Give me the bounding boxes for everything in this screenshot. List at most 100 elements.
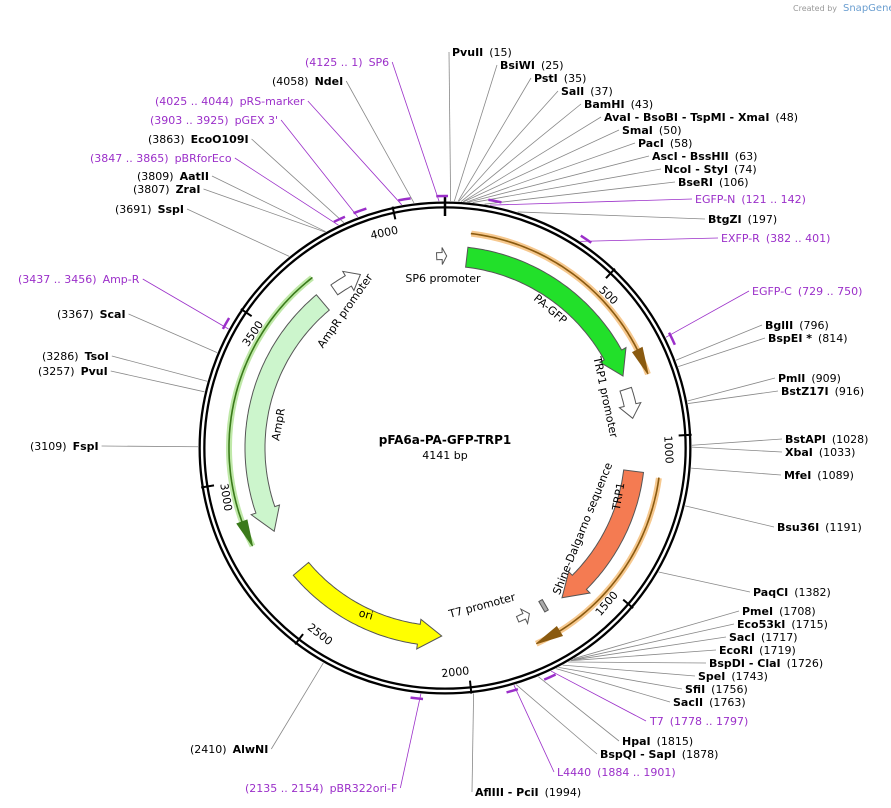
enzyme-site: (1994) [545,786,582,799]
primer-name: Amp-R [103,273,140,286]
enzyme-name: PvuI [81,365,108,378]
enzyme-leader [203,188,326,233]
enzyme-name: SmaI [622,124,653,137]
enzyme-leader [675,324,763,361]
enzyme-site: (1717) [761,631,798,644]
enzyme-label: BtgZI (197) [708,213,777,226]
enzyme-label: BstZ17I (916) [781,385,864,398]
watermark-brand: SnapGene [843,3,891,14]
enzyme-label: BsiWI (25) [500,59,564,72]
enzyme-site: (37) [590,85,613,98]
primer-label: L4440 (1884 .. 1901) [557,766,676,779]
enzyme-leader [685,505,775,528]
enzyme-site: (1715) [791,618,828,631]
primer-label: (4125 .. 1) SP6 [305,56,389,69]
enzyme-leader [466,142,636,203]
enzyme-site: (909) [811,372,841,385]
enzyme-name: AflIII - PciI [475,786,539,799]
enzyme-label: AscI - BssHII (63) [652,150,757,163]
enzyme-site: (1763) [709,696,746,709]
primer-label: T7 (1778 .. 1797) [649,715,748,728]
primer-name: L4440 [557,766,591,779]
feature-arrow [330,270,362,296]
enzyme-site: (1033) [819,446,856,459]
enzyme-leader [562,664,696,677]
enzyme-leader [448,51,452,202]
feature-arrow [292,561,443,650]
enzyme-label: BglII (796) [765,319,829,332]
enzyme-site: (814) [818,332,848,345]
feature-label: ori [357,606,374,622]
enzyme-name: PacI [638,137,664,150]
enzyme-label: SfiI (1756) [685,683,748,696]
ring-tick-label: 1500 [593,589,621,619]
primer-label: EGFP-C (729 .. 750) [752,285,862,298]
primer-leader [142,278,229,330]
feature-label: AmpR [269,407,288,442]
feature-outline [228,276,313,547]
enzyme-label: BspDI - ClaI (1726) [709,657,823,670]
primer-site [410,696,424,701]
enzyme-name: AatII [180,170,209,183]
primer-range: (729 .. 750) [798,285,863,298]
enzyme-label: PacI (58) [638,137,692,150]
primer-name: pBRforEco [175,152,232,165]
enzyme-site: (3286) [42,350,79,363]
enzyme-label: BstAPI (1028) [785,433,868,446]
ring-tick-label: 1000 [661,435,675,464]
enzyme-name: BstZ17I [781,385,829,398]
enzyme-leader [570,649,717,662]
enzyme-leader [691,467,782,476]
primer-label: (3437 .. 3456) Amp-R [18,273,140,286]
enzyme-site: (43) [631,98,654,111]
primer-site [488,198,502,204]
enzyme-label: Eco53kI (1715) [737,618,828,631]
ring-tick-label: 4000 [369,224,399,243]
primer-leader [391,61,440,202]
primer-leader [399,693,422,789]
enzyme-name: SacII [673,696,703,709]
enzyme-label: BspQI - SapI (1878) [600,748,718,761]
primer-range: (2135 .. 2154) [245,782,324,795]
enzyme-name: SacI [729,631,755,644]
plasmid-length: 4141 bp [422,449,467,462]
enzyme-name: AscI - BssHII [652,150,729,163]
enzyme-name: PmeI [742,605,773,618]
primer-label: EXFP-R (382 .. 401) [721,232,830,245]
enzyme-site: (197) [748,213,778,226]
enzyme-label: PmlI (909) [778,372,841,385]
ring-tick [294,633,304,645]
enzyme-name: Eco53kI [737,618,785,631]
primer-leader [550,670,647,722]
enzyme-label: BseRI (106) [678,176,749,189]
enzyme-site: (1719) [759,644,796,657]
primer-name: EGFP-C [752,285,792,298]
enzyme-label: (3286) TsoI [42,350,109,363]
enzyme-name: PvuII [452,46,483,59]
enzyme-leader [128,313,218,354]
primer-range: (1778 .. 1797) [670,715,749,728]
enzyme-name: TsoI [85,350,109,363]
enzyme-site: (35) [564,72,587,85]
ring-tick [605,268,616,279]
primer-leader [580,237,719,242]
enzyme-label: (3863) EcoO109I [148,133,249,146]
primer-range: (1884 .. 1901) [597,766,676,779]
enzyme-leader [571,636,727,661]
enzyme-site: (3807) [133,183,170,196]
ring-tick [622,598,634,609]
enzyme-site: (3863) [148,133,185,146]
enzyme-leader [463,129,620,203]
feature-arrow [515,607,530,626]
feature-outline [470,232,649,375]
primer-site [543,673,557,681]
enzyme-name: NdeI [315,75,344,88]
feature-arrow [618,386,642,420]
primer-leader [490,198,693,206]
primer-site [580,234,592,244]
features [226,230,662,650]
feature-label: T7 promoter [446,590,517,621]
enzyme-label: BamHI (43) [584,98,653,111]
enzyme-site: (48) [775,111,798,124]
enzyme-label: (3691) SspI [115,203,184,216]
